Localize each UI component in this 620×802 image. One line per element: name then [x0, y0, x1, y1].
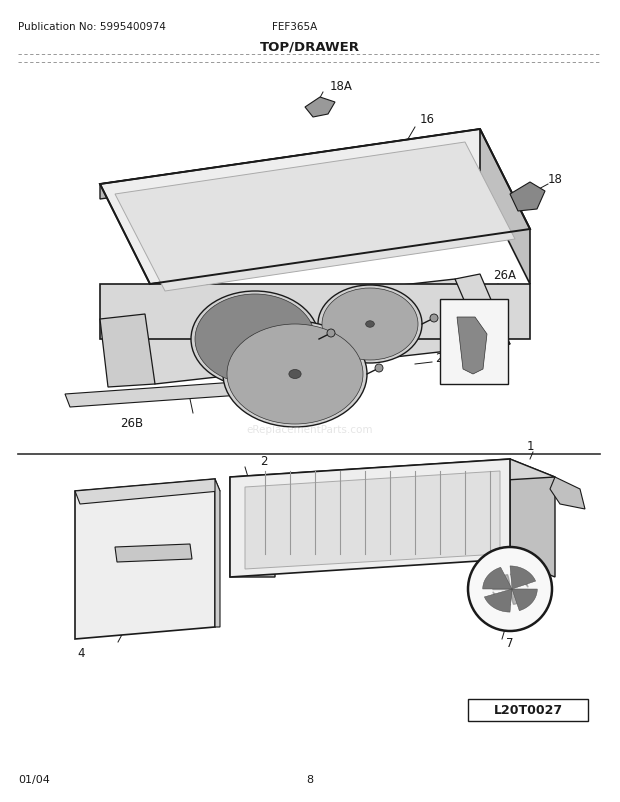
Text: 15: 15 — [205, 317, 220, 330]
Text: 18A: 18A — [330, 80, 353, 93]
Ellipse shape — [351, 310, 389, 339]
Polygon shape — [512, 589, 538, 611]
Ellipse shape — [275, 360, 314, 389]
Ellipse shape — [237, 332, 353, 417]
Text: 15: 15 — [393, 294, 408, 308]
Polygon shape — [480, 130, 530, 285]
Text: 16: 16 — [420, 113, 435, 126]
Ellipse shape — [227, 325, 363, 424]
Text: 2: 2 — [260, 455, 267, 468]
Polygon shape — [75, 480, 220, 504]
Polygon shape — [65, 375, 355, 407]
Polygon shape — [457, 318, 487, 375]
Ellipse shape — [318, 286, 422, 363]
Text: 7: 7 — [507, 636, 514, 649]
Text: 26: 26 — [110, 317, 125, 330]
Text: 8: 8 — [306, 774, 314, 784]
Text: eReplacementParts.com: eReplacementParts.com — [247, 424, 373, 435]
Text: 26B: 26B — [120, 416, 143, 429]
Ellipse shape — [250, 335, 260, 343]
Text: FEF365A: FEF365A — [272, 22, 317, 32]
Text: TOP/DRAWER: TOP/DRAWER — [260, 40, 360, 53]
Polygon shape — [230, 460, 510, 577]
Polygon shape — [510, 566, 536, 589]
Bar — [440, 300, 508, 384]
Polygon shape — [215, 480, 220, 627]
Polygon shape — [550, 477, 585, 509]
Polygon shape — [115, 143, 515, 292]
Polygon shape — [75, 480, 215, 639]
Ellipse shape — [246, 339, 343, 410]
Polygon shape — [245, 472, 500, 569]
Polygon shape — [484, 589, 512, 613]
Text: 15B: 15B — [310, 394, 333, 407]
Polygon shape — [230, 460, 555, 494]
Text: 1: 1 — [527, 439, 534, 452]
Polygon shape — [455, 274, 510, 350]
Ellipse shape — [195, 294, 315, 384]
Polygon shape — [305, 98, 335, 118]
Ellipse shape — [245, 332, 265, 347]
Circle shape — [327, 330, 335, 338]
Ellipse shape — [289, 370, 301, 379]
Ellipse shape — [341, 303, 399, 346]
Text: 26: 26 — [435, 351, 450, 365]
Polygon shape — [100, 130, 530, 285]
Circle shape — [375, 365, 383, 373]
Text: 18: 18 — [548, 172, 563, 186]
Ellipse shape — [225, 317, 285, 362]
Ellipse shape — [223, 322, 367, 427]
Polygon shape — [510, 183, 545, 212]
Text: 15A: 15A — [290, 282, 313, 296]
Polygon shape — [230, 477, 275, 577]
Polygon shape — [115, 545, 192, 562]
Ellipse shape — [215, 310, 295, 370]
Polygon shape — [100, 314, 155, 387]
Text: 26A: 26A — [493, 269, 516, 282]
Text: 01/04: 01/04 — [18, 774, 50, 784]
Text: 4: 4 — [77, 646, 84, 659]
Ellipse shape — [235, 325, 275, 354]
Ellipse shape — [360, 318, 379, 332]
Polygon shape — [100, 130, 480, 200]
Text: 52: 52 — [491, 305, 506, 318]
Ellipse shape — [322, 289, 418, 361]
Circle shape — [468, 547, 552, 631]
Bar — [468, 699, 588, 721]
Ellipse shape — [266, 353, 324, 396]
Ellipse shape — [332, 296, 409, 354]
Ellipse shape — [256, 346, 334, 403]
Circle shape — [430, 314, 438, 322]
Polygon shape — [510, 460, 555, 577]
Ellipse shape — [205, 302, 305, 377]
Ellipse shape — [366, 322, 374, 328]
Ellipse shape — [285, 367, 304, 382]
Text: Publication No: 5995400974: Publication No: 5995400974 — [18, 22, 166, 32]
Polygon shape — [100, 285, 530, 339]
Ellipse shape — [191, 292, 319, 387]
Polygon shape — [100, 280, 510, 384]
Polygon shape — [483, 568, 512, 589]
Text: L20T0027: L20T0027 — [494, 703, 562, 717]
